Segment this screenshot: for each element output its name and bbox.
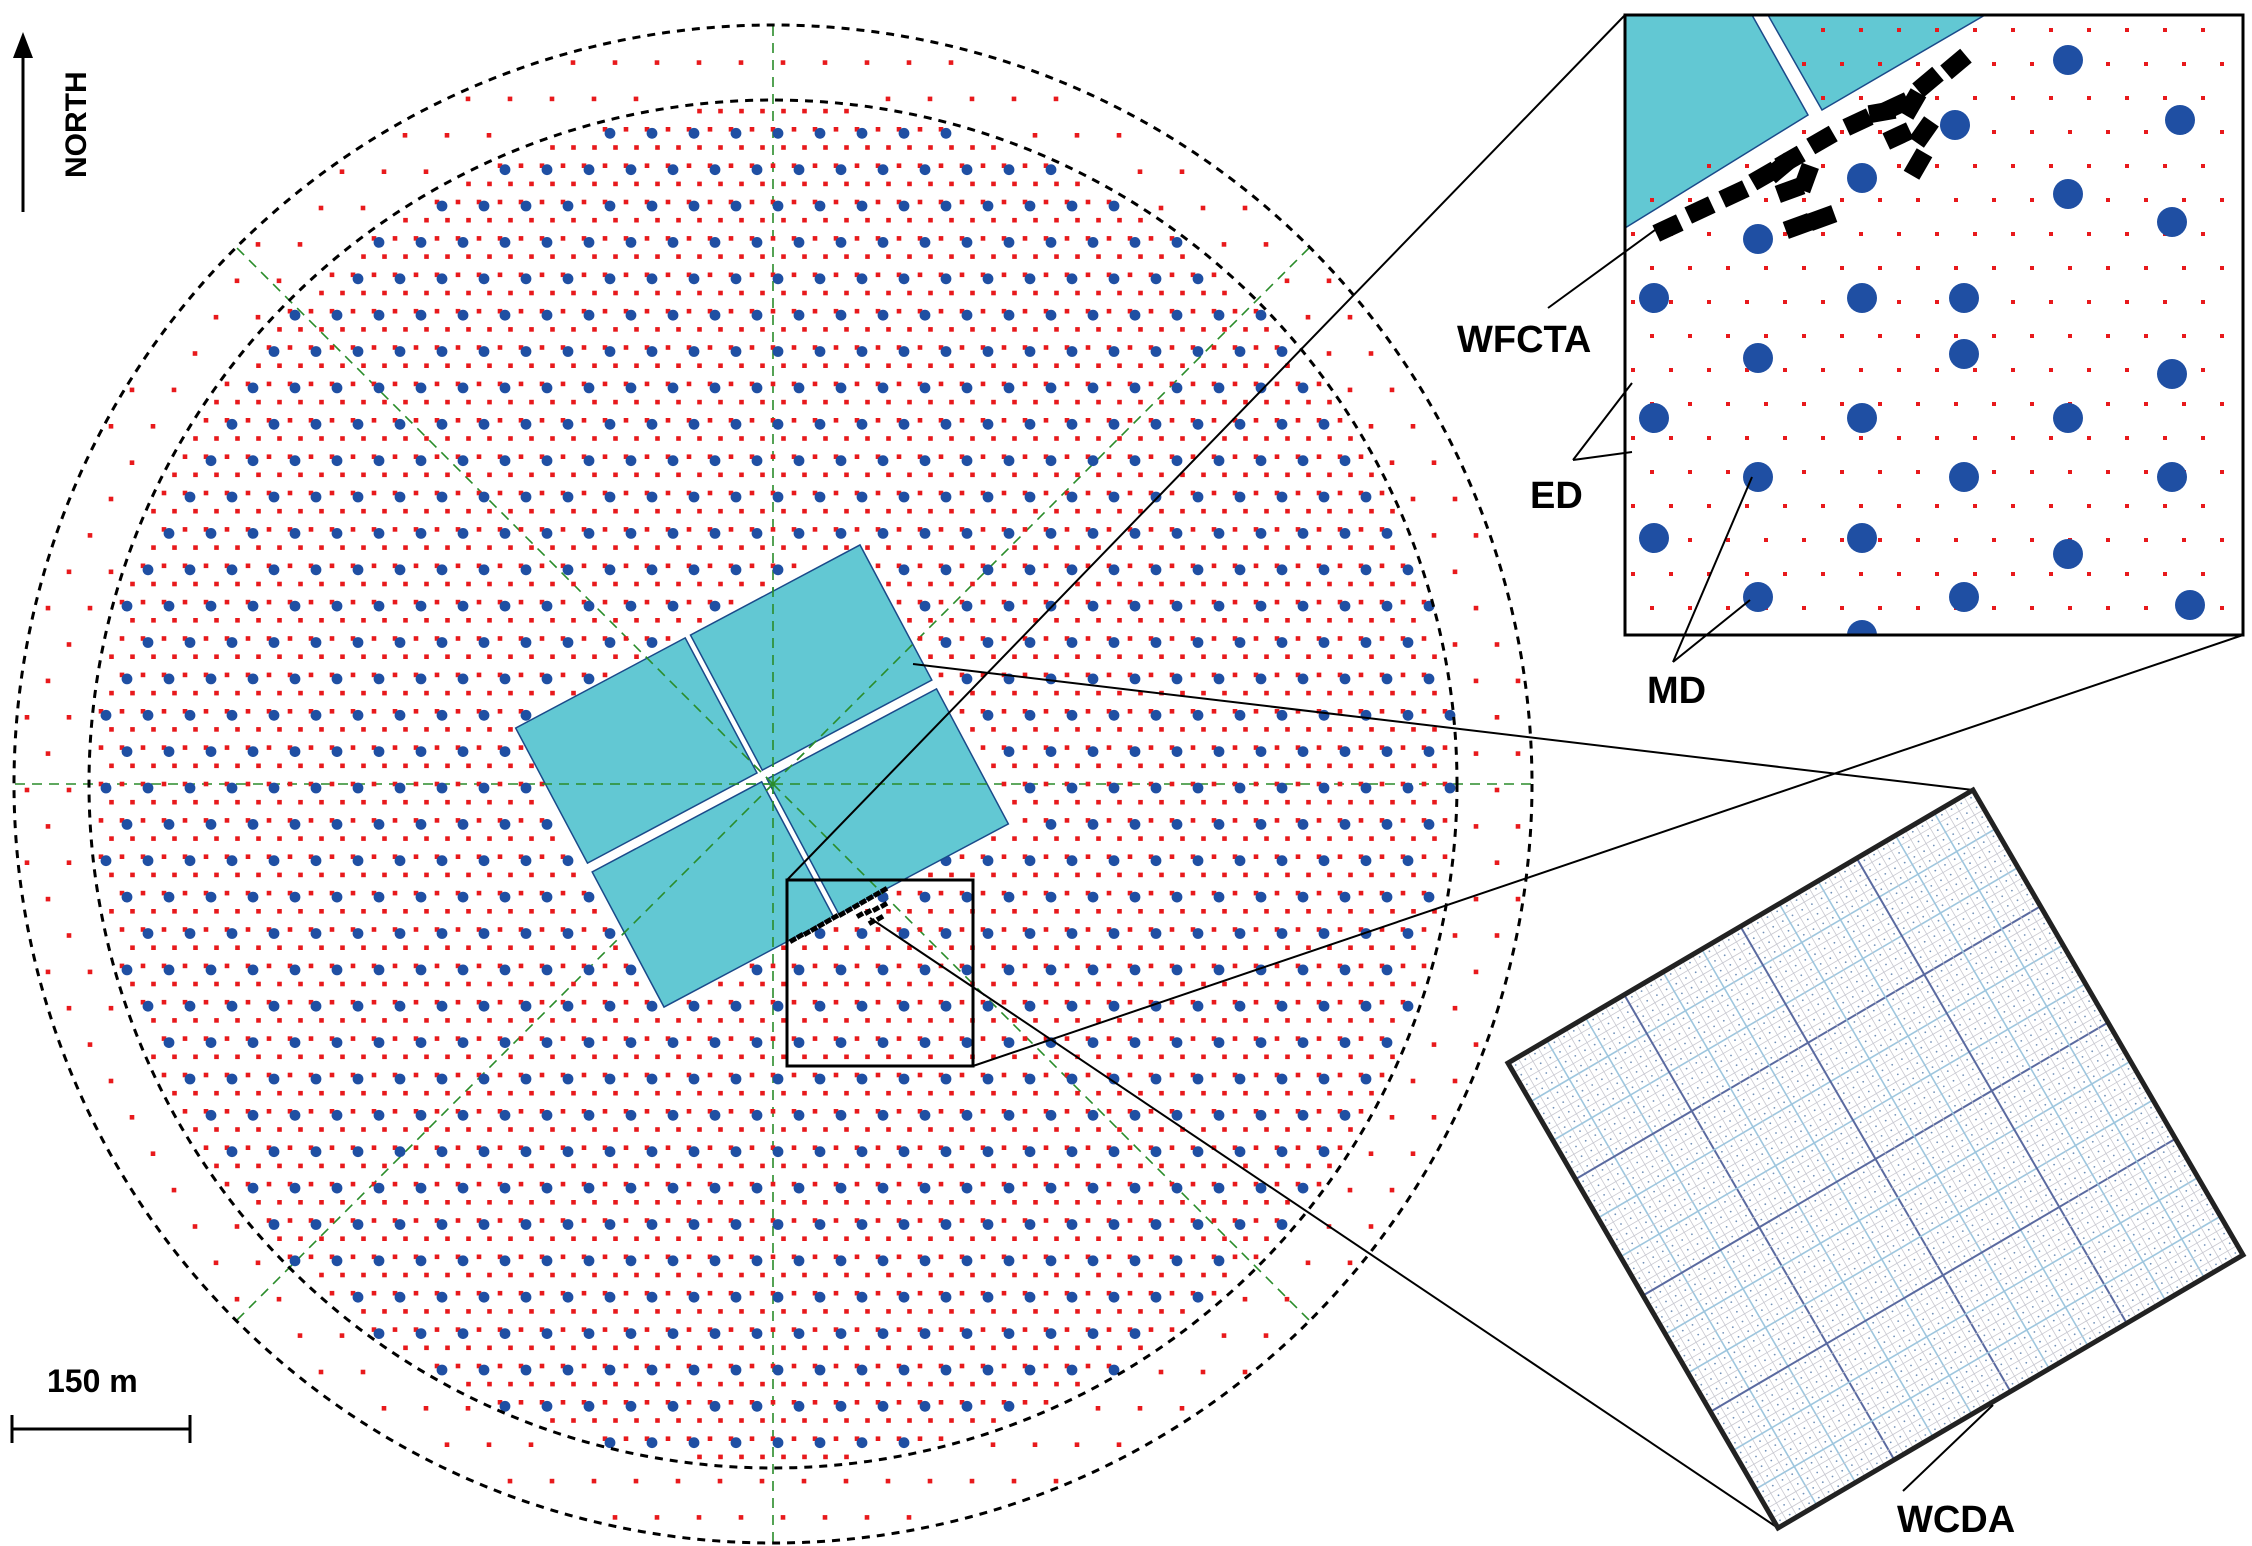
wcda-grid-detail [1504,786,2247,1532]
label-ed: ED [1530,475,1583,517]
wfcta-telescopes [788,886,889,944]
sector-lines-overlay [511,540,1013,1012]
leader-lines [1547,229,1994,1492]
label-wfcta: WFCTA [1457,319,1591,361]
ed-detectors [24,60,1521,1520]
inset-md-detectors [1639,45,2205,635]
connector-lines [786,14,2244,1529]
inset-pond-left [1625,15,1810,229]
scale-bar: 150 m [10,1363,192,1443]
north-arrow: NORTH [13,32,93,212]
inset-pond-right [1767,15,1987,112]
inset-wfcta-telescopes [1652,48,1972,242]
label-scale: 150 m [47,1363,138,1399]
wcda-pond [514,543,1010,1009]
md-detectors [100,127,1456,1449]
zoom-box [785,878,975,1068]
outer-boundary [12,23,1534,1545]
label-north: NORTH [60,71,93,178]
zoom-inset-frame [1623,13,2245,637]
main-array [12,23,1534,1545]
inner-boundary [87,98,1459,1470]
zoom-inset [1623,13,2245,637]
label-md: MD [1647,670,1706,712]
label-wcda: WCDA [1897,1499,2015,1541]
